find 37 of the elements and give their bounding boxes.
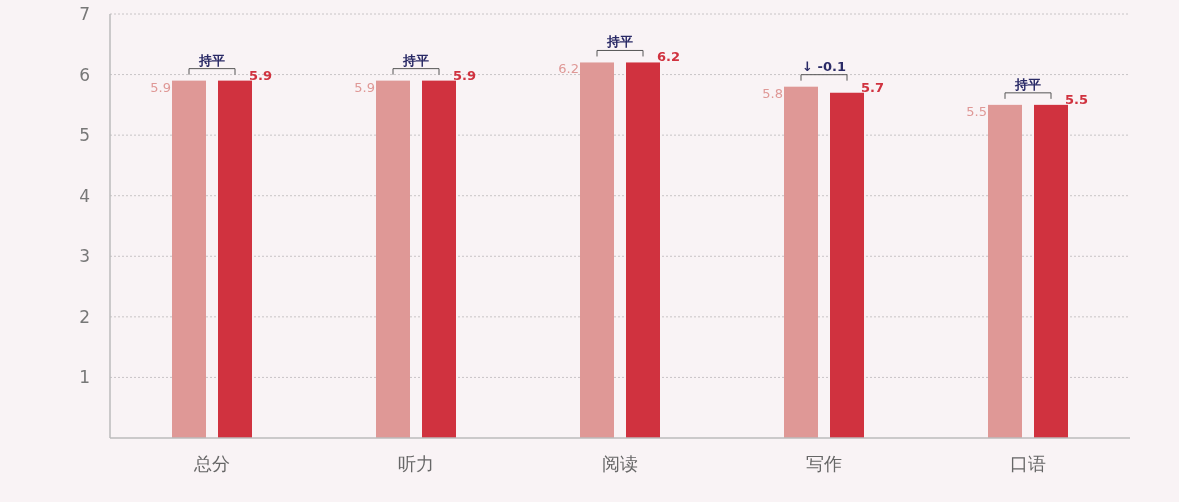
data-label: 5.9 <box>150 79 171 95</box>
data-label: 5.9 <box>354 79 375 95</box>
y-tick-label: 2 <box>79 306 90 327</box>
annotation: ↓ -0.1 <box>802 58 846 74</box>
bar <box>172 80 206 438</box>
y-tick-label: 5 <box>79 125 90 146</box>
data-label: 5.7 <box>861 79 885 95</box>
x-tick-label: 阅读 <box>602 453 638 474</box>
x-tick-label: 口语 <box>1010 453 1046 474</box>
x-tick-label: 写作 <box>806 453 842 474</box>
data-label: 6.2 <box>657 49 681 65</box>
y-tick-label: 4 <box>79 185 90 206</box>
bar <box>580 62 614 438</box>
x-tick-label: 听力 <box>398 453 434 474</box>
data-label: 5.8 <box>762 85 783 101</box>
data-label: 5.9 <box>453 67 477 83</box>
y-tick-label: 1 <box>79 367 90 388</box>
bar <box>218 80 252 438</box>
bar <box>376 80 410 438</box>
bar <box>988 104 1022 438</box>
bar <box>830 92 864 438</box>
annotation: 持平 <box>606 34 633 50</box>
bar <box>422 80 456 438</box>
bar <box>1034 104 1068 438</box>
bar <box>626 62 660 438</box>
data-label: 5.5 <box>1065 91 1089 107</box>
y-tick-label: 7 <box>79 4 90 24</box>
data-label: 6.2 <box>558 61 579 77</box>
y-tick-label: 6 <box>79 64 90 85</box>
annotation: 持平 <box>198 52 225 68</box>
bar <box>784 86 818 438</box>
y-tick-label: 3 <box>79 246 90 267</box>
annotation: 持平 <box>1014 76 1041 92</box>
data-label: 5.9 <box>249 67 273 83</box>
annotation: 持平 <box>402 52 429 68</box>
data-label: 5.5 <box>966 103 987 119</box>
x-tick-label: 总分 <box>193 453 230 474</box>
